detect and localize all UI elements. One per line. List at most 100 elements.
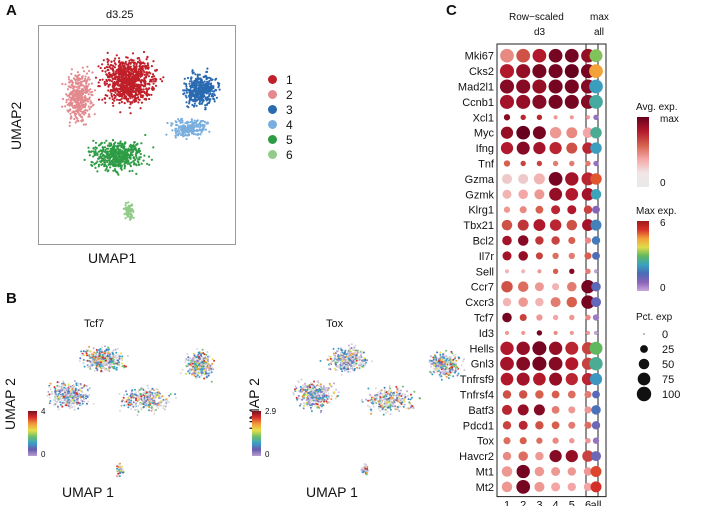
umap-cell-point: [83, 105, 86, 108]
feature-cell-point: [69, 393, 72, 396]
feature-cell-point: [333, 382, 335, 385]
umap-cell-point: [90, 163, 93, 166]
umap-cell-point: [123, 79, 126, 82]
feature-cell-point: [104, 357, 107, 360]
umap-cell-point: [124, 204, 127, 207]
tox-title: Tox: [326, 318, 344, 330]
feature-cell-point: [327, 358, 330, 361]
feature-cell-point: [125, 365, 127, 368]
feature-cell-point: [314, 392, 317, 395]
feature-cell-point: [356, 349, 359, 352]
umap-cell-point: [125, 96, 128, 99]
feature-cell-point: [84, 393, 87, 396]
feature-cell-point: [341, 359, 344, 362]
feature-cell-point: [103, 354, 106, 357]
umap-cell-point: [82, 91, 85, 95]
umap-cell-point: [117, 161, 120, 164]
feature-cell-point: [317, 395, 320, 398]
umap-cell-point: [214, 89, 218, 92]
feature-cell-point: [96, 363, 99, 366]
umap-cell-point: [146, 64, 150, 67]
umap-cell-point: [132, 99, 135, 102]
umap-cell-point: [91, 90, 94, 93]
feature-cell-point: [397, 387, 400, 390]
feature-cell-point: [142, 406, 145, 408]
umap-cell-point: [196, 91, 199, 94]
umap-cell-point: [69, 99, 73, 102]
umap-cell-point: [127, 209, 130, 212]
umap-cell-point: [138, 67, 141, 71]
umap-cell-point: [205, 70, 209, 73]
umap-cell-point: [131, 204, 134, 207]
umap-cell-point: [198, 102, 201, 105]
feature-cell-point: [328, 401, 331, 404]
umap-cell-point: [80, 77, 83, 80]
umap-cell-point: [125, 156, 128, 159]
feature-cell-point: [405, 407, 408, 410]
feature-cell-point: [57, 395, 60, 398]
umap-cell-point: [78, 95, 81, 98]
feature-cell-point: [327, 367, 330, 370]
umap-cell-point: [93, 152, 96, 155]
umap-cell-point: [100, 159, 103, 163]
feature-cell-point: [207, 372, 209, 375]
umap-cell-point: [203, 85, 206, 88]
umap-cell-point: [132, 144, 135, 147]
umap-cell-point: [199, 133, 202, 136]
umap-cell-point: [122, 146, 125, 149]
feature-cell-point: [78, 402, 81, 405]
feature-cell-point: [400, 398, 403, 401]
feature-cell-point: [350, 343, 353, 346]
feature-cell-point: [121, 365, 124, 368]
tox-feature-plot: [292, 343, 466, 476]
umap-cell-point: [77, 120, 80, 123]
feature-cell-point: [123, 366, 126, 369]
feature-cell-point: [326, 398, 329, 400]
umap-cell-point: [83, 85, 86, 88]
umap-cell-point: [130, 161, 133, 164]
feature-cell-point: [403, 393, 406, 396]
feature-cell-point: [51, 392, 54, 395]
umap-cell-point: [139, 88, 142, 91]
umap-cell-point: [88, 78, 91, 81]
umap-cell-point: [175, 131, 178, 134]
feature-cell-point: [328, 382, 331, 385]
feature-cell-point: [93, 360, 95, 363]
feature-cell-point: [75, 395, 78, 398]
umap-cell-point: [65, 98, 68, 102]
feature-cell-point: [308, 384, 311, 387]
umap-cell-point: [115, 70, 118, 73]
feature-cell-point: [306, 404, 309, 407]
feature-cell-point: [340, 368, 343, 371]
umap-cell-point: [113, 160, 116, 163]
umap-cell-point: [217, 84, 220, 87]
cluster-legend-label: 3: [286, 102, 293, 117]
umap-cell-point: [124, 74, 127, 77]
umap-cell-point: [199, 126, 202, 129]
feature-cell-point: [101, 366, 104, 369]
feature-cell-point: [138, 389, 141, 391]
feature-cell-point: [174, 393, 177, 396]
umap-cell-point: [140, 62, 143, 65]
umap-cell-point: [183, 92, 186, 95]
umap-cell-point: [207, 98, 210, 101]
umap-cell-point: [92, 150, 95, 153]
feature-cell-point: [100, 361, 102, 364]
feature-cell-point: [100, 370, 103, 373]
feature-cell-point: [113, 354, 116, 357]
umap-cell-point: [78, 113, 81, 116]
umap-cell-point: [103, 141, 106, 144]
umap-cell-point: [170, 122, 173, 125]
feature-cell-point: [145, 391, 148, 394]
feature-cell-point: [118, 355, 121, 358]
umap-cell-point: [117, 165, 120, 168]
umap-cell-point: [70, 72, 73, 76]
tcf7-title: Tcf7: [84, 318, 105, 330]
umap-cell-point: [143, 79, 146, 82]
feature-cell-point: [323, 398, 326, 401]
umap-cell-point: [189, 80, 192, 83]
feature-cell-point: [326, 387, 329, 390]
umap-cell-point: [131, 153, 134, 156]
umap-cell-point: [147, 66, 150, 69]
umap-cell-point: [104, 101, 107, 104]
